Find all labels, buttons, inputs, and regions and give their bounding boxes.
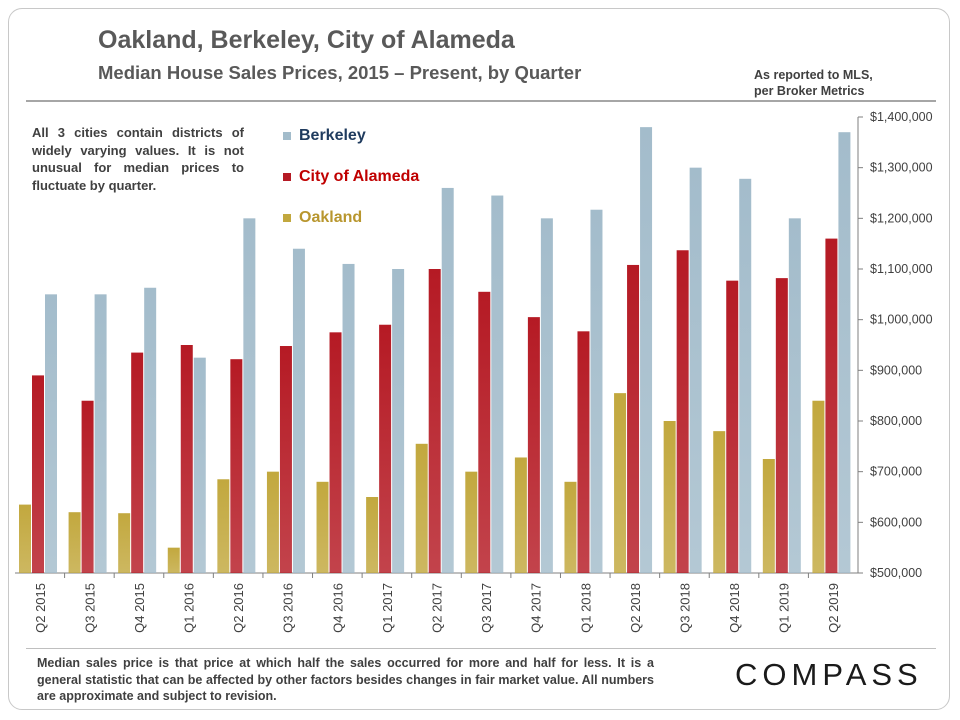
x-tick-label: Q4 2015 (132, 583, 147, 633)
bar-alameda (527, 317, 540, 573)
bar-alameda (32, 375, 44, 573)
x-tick-label: Q2 2017 (430, 583, 445, 633)
x-tick-label: Q4 2017 (529, 583, 544, 633)
source-line-1: As reported to MLS, (754, 68, 873, 82)
x-tick-label: Q2 2018 (628, 583, 643, 633)
bar-oakland (68, 512, 81, 573)
x-tick-label: Q1 2017 (380, 583, 395, 633)
bar-berkeley (540, 218, 553, 574)
footer-divider (26, 648, 936, 649)
bar-alameda (131, 352, 144, 573)
bar-alameda (577, 331, 590, 573)
bar-berkeley (45, 294, 57, 573)
x-tick-label: Q3 2016 (281, 583, 296, 633)
y-tick-label: $900,000 (870, 363, 922, 377)
bar-oakland (118, 513, 131, 573)
bar-berkeley (392, 269, 405, 573)
bar-oakland (663, 421, 676, 573)
legend-label-oakland: Oakland (299, 209, 363, 226)
bar-berkeley (689, 167, 702, 573)
bar-oakland (366, 497, 379, 573)
bar-berkeley (441, 187, 454, 573)
compass-logo: COMPASS (735, 657, 923, 692)
bar-oakland (762, 459, 775, 573)
y-tick-label: $1,400,000 (870, 110, 933, 124)
bar-berkeley (243, 218, 256, 574)
x-tick-label: Q3 2018 (677, 583, 692, 633)
legend-swatch-oakland (283, 214, 291, 222)
bar-oakland (167, 547, 180, 573)
x-tick-label: Q4 2018 (727, 583, 742, 633)
bar-berkeley (292, 248, 305, 573)
bar-oakland (19, 504, 31, 573)
x-tick-label: Q2 2016 (231, 583, 246, 633)
bar-berkeley (193, 357, 206, 573)
bar-alameda (478, 291, 491, 573)
source-note: As reported to MLS, per Broker Metrics (754, 67, 873, 99)
bar-alameda (379, 324, 392, 573)
bar-berkeley (342, 263, 355, 573)
bar-oakland (465, 471, 478, 573)
bar-berkeley (590, 209, 603, 573)
bar-oakland (316, 481, 329, 573)
chart-title: Oakland, Berkeley, City of Alameda (98, 26, 515, 54)
bar-alameda (180, 345, 193, 573)
y-tick-label: $700,000 (870, 465, 922, 479)
chart-annotation: All 3 cities contain districts of widely… (32, 125, 244, 193)
y-tick-label: $800,000 (870, 414, 922, 428)
source-line-2: per Broker Metrics (754, 84, 865, 98)
bar-berkeley (739, 178, 752, 573)
x-tick-label: Q3 2015 (82, 583, 97, 633)
bar-oakland (217, 479, 230, 573)
bar-oakland (514, 457, 527, 573)
bar-berkeley (838, 132, 851, 573)
x-tick-label: Q1 2018 (578, 583, 593, 633)
bar-alameda (676, 250, 689, 573)
header-divider (26, 100, 936, 102)
y-tick-label: $1,200,000 (870, 211, 933, 225)
bar-alameda (329, 332, 342, 573)
y-tick-label: $1,100,000 (870, 262, 933, 276)
bar-alameda (825, 238, 838, 573)
x-tick-label: Q2 2015 (33, 583, 48, 633)
x-tick-label: Q1 2016 (182, 583, 197, 633)
bar-oakland (266, 471, 279, 573)
bar-alameda (81, 400, 94, 573)
bar-oakland (614, 393, 627, 573)
bar-oakland (812, 400, 825, 573)
x-tick-label: Q2 2019 (826, 583, 841, 633)
bar-oakland (713, 431, 726, 573)
legend-label-berkeley: Berkeley (299, 127, 366, 144)
x-tick-label: Q4 2016 (330, 583, 345, 633)
y-tick-label: $1,000,000 (870, 313, 933, 327)
bar-alameda (775, 278, 788, 573)
bar-berkeley (94, 294, 107, 573)
y-tick-label: $500,000 (870, 566, 922, 580)
y-tick-label: $1,300,000 (870, 161, 933, 175)
bar-oakland (564, 481, 577, 573)
bar-alameda (726, 280, 739, 573)
bar-alameda (279, 346, 292, 573)
legend-swatch-berkeley (283, 132, 291, 140)
legend-item-berkeley: Berkeley (283, 127, 366, 145)
bar-alameda (428, 269, 441, 573)
bar-alameda (230, 359, 243, 573)
bar-berkeley (788, 218, 801, 574)
y-tick-label: $600,000 (870, 515, 922, 529)
bar-oakland (415, 443, 428, 573)
bar-berkeley (491, 195, 504, 574)
x-tick-label: Q1 2019 (777, 583, 792, 633)
chart-subtitle: Median House Sales Prices, 2015 – Presen… (98, 62, 582, 83)
bar-berkeley (144, 287, 157, 573)
legend-item-alameda: City of Alameda (283, 168, 419, 186)
bar-berkeley (640, 127, 653, 573)
x-tick-label: Q3 2017 (479, 583, 494, 633)
legend-label-alameda: City of Alameda (299, 168, 420, 185)
legend-item-oakland: Oakland (283, 209, 362, 227)
legend-swatch-alameda (283, 173, 291, 181)
bar-alameda (627, 264, 640, 573)
footer-disclaimer: Median sales price is that price at whic… (37, 656, 654, 703)
